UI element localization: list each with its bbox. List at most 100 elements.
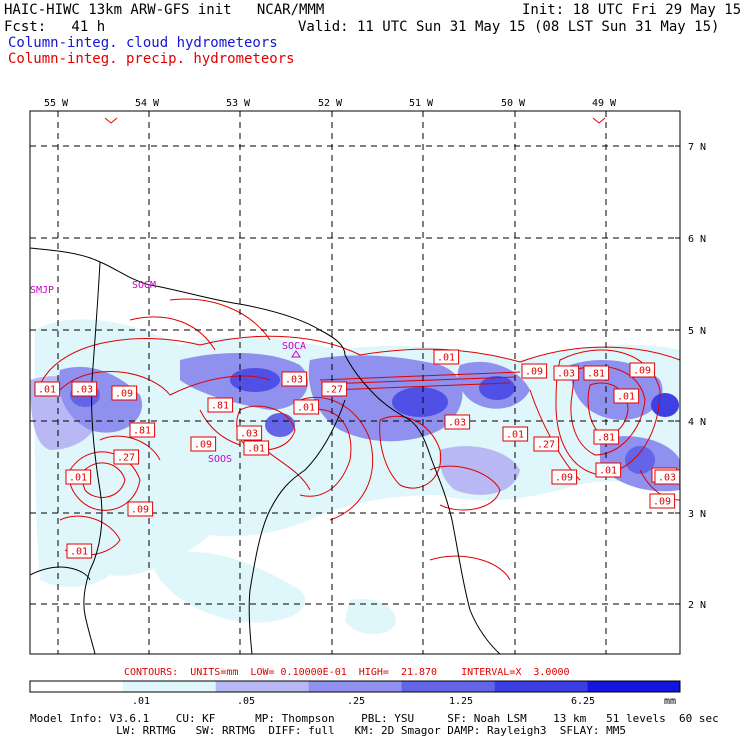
contour-label: .09 bbox=[653, 497, 671, 508]
colorbar-segment bbox=[587, 681, 680, 692]
contour-label-box bbox=[243, 440, 270, 456]
precip-contour bbox=[319, 371, 521, 381]
contour-label: .09 bbox=[555, 473, 573, 484]
cloud-light-region bbox=[150, 551, 306, 623]
contour-label-box bbox=[321, 381, 348, 397]
lat-lon-grid bbox=[30, 111, 680, 654]
contour-label-box bbox=[207, 397, 234, 413]
cloud-shading bbox=[30, 319, 680, 635]
contour-label: .03 bbox=[658, 473, 676, 484]
station-label: SOCA bbox=[282, 341, 306, 352]
lon-label: 51 W bbox=[409, 98, 434, 109]
contour-label-box bbox=[129, 422, 156, 438]
cloud-light-region bbox=[345, 599, 396, 635]
precip-contour bbox=[129, 316, 216, 351]
model-info-line-2: LW: RRTMG SW: RRTMG DIFF: full KM: 2D Sm… bbox=[30, 724, 627, 737]
station-marker bbox=[291, 350, 301, 358]
cloud-dark-core bbox=[479, 376, 515, 400]
contour-label: .09 bbox=[131, 505, 149, 516]
colorbar-tick-label: .01 bbox=[132, 696, 150, 707]
border-line bbox=[248, 399, 346, 654]
station-label: SOOS bbox=[208, 454, 232, 465]
contour-label: .01 bbox=[38, 385, 56, 396]
colorbar-tick-label: .25 bbox=[347, 696, 365, 707]
precip-contour bbox=[79, 462, 126, 498]
colorbar-segment bbox=[30, 681, 123, 692]
contour-label: .09 bbox=[115, 389, 133, 400]
contour-label-box bbox=[293, 399, 320, 415]
contour-label-box bbox=[71, 381, 98, 397]
contour-label-box bbox=[595, 462, 622, 478]
precip-contour bbox=[99, 435, 161, 461]
contour-label: .09 bbox=[194, 440, 212, 451]
contour-label-box bbox=[34, 381, 61, 397]
cloud-field-label: Column-integ. cloud hydrometeors bbox=[8, 35, 278, 51]
cloud-dark-core bbox=[230, 368, 280, 392]
precip-contour bbox=[299, 396, 374, 521]
plot-title: HAIC-HIWC 13km ARW-GFS init NCAR/MMM bbox=[4, 2, 325, 18]
contour-label-box bbox=[533, 436, 560, 452]
contour-label-box bbox=[190, 436, 217, 452]
precip-contour bbox=[329, 382, 511, 391]
precip-contour bbox=[429, 555, 511, 581]
contour-label: .03 bbox=[557, 369, 575, 380]
colorbar bbox=[29, 680, 681, 693]
border-line bbox=[30, 566, 91, 581]
lat-label: 4 N bbox=[688, 417, 706, 428]
cloud-medium-region bbox=[439, 446, 520, 495]
contour-label-box bbox=[281, 371, 308, 387]
lon-label: 50 W bbox=[501, 98, 526, 109]
contour-label: .01 bbox=[69, 473, 87, 484]
contour-label: .03 bbox=[240, 429, 258, 440]
contour-label: .01 bbox=[506, 430, 524, 441]
contour-label: .27 bbox=[325, 385, 343, 396]
station-label: SMJP bbox=[30, 285, 54, 296]
contour-label-box bbox=[551, 469, 578, 485]
contour-label-box bbox=[127, 501, 154, 517]
init-time: Init: 18 UTC Fri 29 May 15 bbox=[522, 2, 740, 18]
contour-label: .03 bbox=[448, 418, 466, 429]
precip-contour bbox=[429, 465, 501, 511]
station-label: SOGM bbox=[132, 280, 156, 291]
precip-contour bbox=[639, 469, 680, 501]
colorbar-tick-label: 6.25 bbox=[571, 696, 595, 707]
lat-label: 6 N bbox=[688, 234, 706, 245]
contour-label-box bbox=[236, 425, 263, 441]
colorbar-tick-label: 1.25 bbox=[449, 696, 473, 707]
colorbar-segment bbox=[215, 681, 309, 692]
contour-label: .81 bbox=[211, 401, 229, 412]
precip-contour bbox=[169, 298, 271, 341]
colorbar-segment bbox=[122, 681, 216, 692]
contour-label: .01 bbox=[617, 392, 635, 403]
contour-label-box bbox=[113, 449, 140, 465]
lat-label: 2 N bbox=[688, 600, 706, 611]
precip-field-label: Column-integ. precip. hydrometeors bbox=[8, 51, 295, 67]
top-chevron-marker bbox=[104, 117, 118, 124]
contour-label: .01 bbox=[297, 403, 315, 414]
contour-info: CONTOURS: UNITS=mm LOW= 0.10000E-01 HIGH… bbox=[124, 667, 570, 678]
contour-label: .27 bbox=[117, 453, 135, 464]
lat-label: 5 N bbox=[688, 326, 706, 337]
lon-label: 49 W bbox=[592, 98, 617, 109]
lat-label: 7 N bbox=[688, 142, 706, 153]
map-frame bbox=[29, 110, 681, 655]
colorbar-segment bbox=[308, 681, 402, 692]
contour-label: .09 bbox=[633, 366, 651, 377]
colorbar-segment bbox=[401, 681, 495, 692]
lon-label: 55 W bbox=[44, 98, 69, 109]
contour-label-box bbox=[583, 365, 610, 381]
contour-label-box bbox=[65, 469, 92, 485]
lat-label: 3 N bbox=[688, 509, 706, 520]
precip-contour bbox=[39, 335, 680, 386]
top-chevron-marker bbox=[592, 117, 606, 124]
contour-label: .81 bbox=[597, 433, 615, 444]
precip-contour bbox=[199, 409, 241, 446]
cloud-dark-core bbox=[265, 413, 295, 437]
contour-label-box bbox=[553, 365, 580, 381]
coastlines bbox=[30, 247, 501, 654]
model-info-line-1: Model Info: V3.6.1 CU: KF MP: Thompson P… bbox=[30, 712, 719, 725]
contour-label: .81 bbox=[587, 369, 605, 380]
colorbar-segment bbox=[494, 681, 588, 692]
contour-label: .01 bbox=[437, 353, 455, 364]
